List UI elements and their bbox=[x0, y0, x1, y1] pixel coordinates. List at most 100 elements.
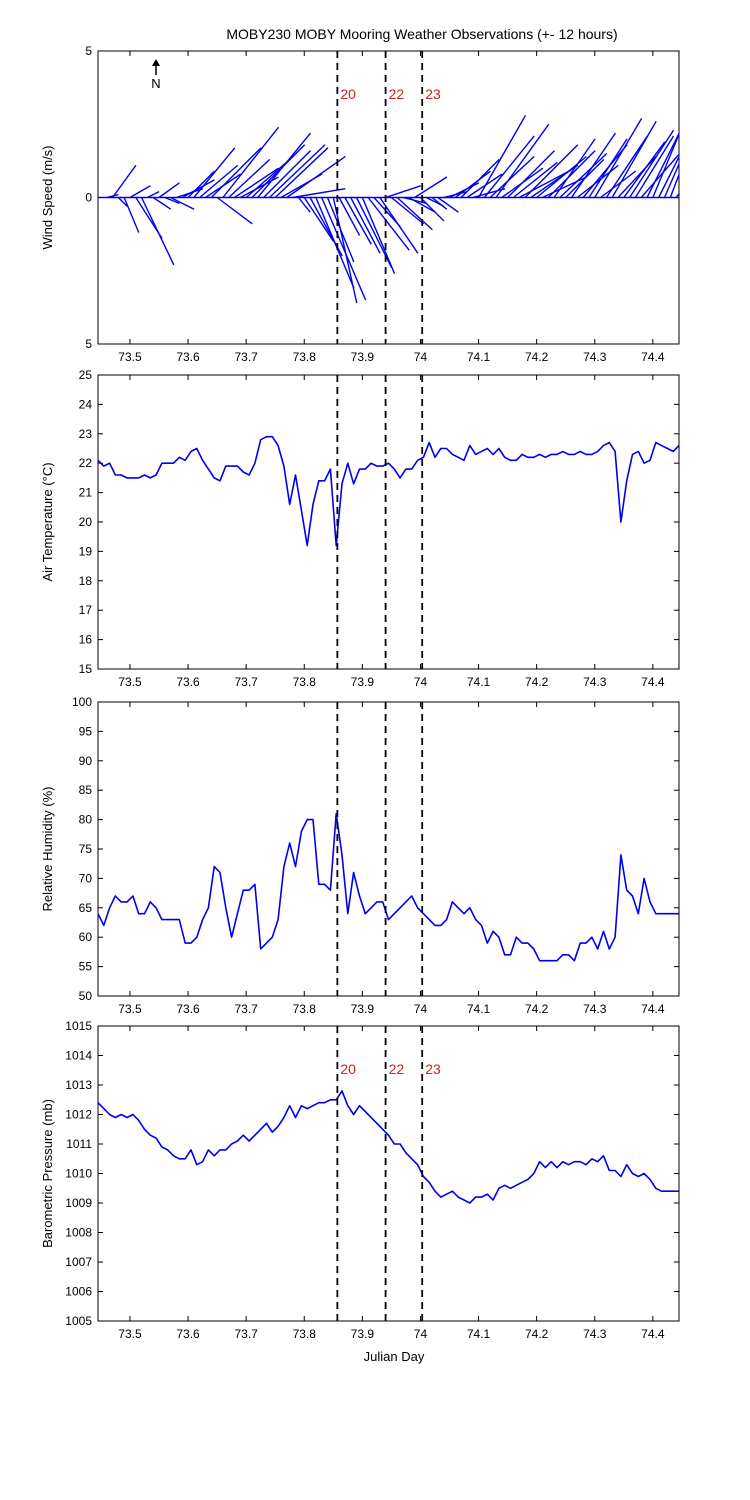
x-tick-label: 74.3 bbox=[583, 1327, 607, 1341]
x-tick-label: 73.6 bbox=[176, 675, 200, 689]
wind-vector bbox=[652, 132, 679, 198]
y-tick-label: 24 bbox=[79, 397, 93, 411]
wind-vector bbox=[454, 170, 491, 199]
wind-vector bbox=[570, 132, 617, 198]
x-tick-label: 73.6 bbox=[176, 1002, 200, 1016]
wind-vector bbox=[629, 129, 675, 198]
wind-vector bbox=[303, 197, 335, 242]
wind-vector bbox=[338, 197, 361, 236]
wind-vector bbox=[559, 153, 608, 199]
wind-vector bbox=[646, 132, 679, 198]
series-line bbox=[98, 812, 679, 962]
wind-vector bbox=[123, 197, 140, 233]
x-tick-label: 73.5 bbox=[118, 1002, 142, 1016]
y-axis-label: Wind Speed (m/s) bbox=[40, 145, 55, 249]
x-tick-label: 74.3 bbox=[583, 675, 607, 689]
x-tick-label: 73.7 bbox=[234, 675, 258, 689]
wind-vector bbox=[292, 188, 346, 199]
wind-vector bbox=[489, 155, 535, 199]
y-tick-label: 1005 bbox=[65, 1314, 92, 1328]
data-layer bbox=[98, 115, 679, 304]
wind-vector bbox=[251, 144, 306, 198]
y-tick-label: 18 bbox=[79, 574, 93, 588]
wind-vector bbox=[623, 141, 666, 198]
wind-vector bbox=[605, 135, 648, 198]
x-tick-label: 74.2 bbox=[525, 675, 549, 689]
wind-vector bbox=[222, 126, 280, 198]
y-tick-label: 1008 bbox=[65, 1226, 92, 1240]
wind-vector bbox=[274, 147, 329, 199]
y-tick-label: 100 bbox=[72, 695, 92, 709]
wind-vector bbox=[187, 170, 215, 198]
y-axis-label: Air Temperature (°C) bbox=[40, 462, 55, 581]
wind-vector bbox=[315, 197, 355, 289]
wind-vector bbox=[181, 179, 215, 199]
x-tick-label: 74.1 bbox=[467, 1327, 491, 1341]
x-tick-label: 73.5 bbox=[118, 350, 142, 364]
y-tick-label: 1014 bbox=[65, 1049, 92, 1063]
y-axis-label: Barometric Pressure (mb) bbox=[40, 1099, 55, 1248]
wind-vector bbox=[257, 132, 312, 198]
y-tick-label: 0 bbox=[85, 191, 92, 205]
wind-vector bbox=[576, 164, 619, 199]
wind-vector bbox=[147, 191, 160, 199]
wind-vector bbox=[477, 115, 527, 198]
wind-vector bbox=[216, 196, 253, 225]
data-layer bbox=[98, 435, 679, 547]
y-tick-label: 90 bbox=[79, 754, 93, 768]
y-tick-label: 1013 bbox=[65, 1078, 92, 1092]
wind-vector bbox=[286, 155, 346, 199]
x-tick-label: 73.9 bbox=[351, 675, 375, 689]
x-axis-label: Julian Day bbox=[364, 1349, 425, 1364]
axes-frame bbox=[97, 374, 680, 670]
wind-vector bbox=[495, 123, 550, 198]
y-tick-label: 1007 bbox=[65, 1255, 92, 1269]
wind-vector bbox=[158, 182, 180, 199]
event-marker-label: 20 bbox=[340, 1061, 356, 1077]
wind-vector bbox=[140, 197, 175, 266]
x-tick-label: 74.4 bbox=[641, 1002, 665, 1016]
x-tick-label: 74 bbox=[414, 350, 428, 364]
x-tick-label: 73.9 bbox=[351, 1002, 375, 1016]
x-tick-label: 74.2 bbox=[525, 1327, 549, 1341]
wind-vector bbox=[431, 196, 448, 210]
wind-vector bbox=[437, 196, 459, 213]
y-tick-label: 19 bbox=[79, 544, 93, 558]
x-tick-label: 74.1 bbox=[467, 1002, 491, 1016]
y-tick-label: 1006 bbox=[65, 1285, 92, 1299]
data-layer bbox=[98, 1090, 679, 1204]
y-tick-label: 1015 bbox=[65, 1019, 92, 1033]
wind-vector bbox=[600, 170, 637, 199]
event-marker-label: 20 bbox=[340, 86, 356, 102]
x-tick-label: 74.3 bbox=[583, 350, 607, 364]
chart-panel-4: 73.5 73.6 73.7 73.8 73.9 74 74.1 74.2 74.3 74.4 10… bbox=[40, 1019, 680, 1341]
x-tick-label: 73.8 bbox=[293, 1002, 317, 1016]
series-line bbox=[98, 435, 679, 547]
wind-vector bbox=[111, 164, 137, 198]
y-tick-label: 1011 bbox=[66, 1137, 92, 1151]
x-tick-label: 74.4 bbox=[641, 350, 665, 364]
x-tick-label: 73.9 bbox=[351, 350, 375, 364]
data-layer bbox=[98, 812, 679, 962]
wind-vector bbox=[594, 118, 643, 198]
y-tick-label: 75 bbox=[79, 842, 93, 856]
wind-vector bbox=[350, 197, 381, 254]
wind-vector bbox=[170, 196, 195, 210]
wind-vector bbox=[367, 197, 410, 251]
wind-vector bbox=[518, 170, 570, 199]
wind-vector bbox=[460, 158, 500, 198]
y-tick-label: 95 bbox=[79, 724, 93, 738]
y-tick-label: 1009 bbox=[65, 1196, 92, 1210]
wind-vector bbox=[199, 164, 239, 199]
x-tick-label: 74.2 bbox=[525, 350, 549, 364]
y-tick-label: 1010 bbox=[65, 1167, 92, 1181]
chart-panel-2: 73.5 73.6 73.7 73.8 73.9 74 74.1 74.2 74.3 74.4 15… bbox=[40, 368, 680, 689]
wind-vector bbox=[658, 155, 679, 198]
x-tick-label: 74.1 bbox=[467, 350, 491, 364]
y-tick-label: 85 bbox=[79, 783, 93, 797]
y-tick-label: 50 bbox=[79, 989, 93, 1003]
wind-vector bbox=[553, 138, 596, 198]
north-arrow-icon: N bbox=[151, 59, 161, 91]
wind-vector bbox=[640, 153, 679, 198]
